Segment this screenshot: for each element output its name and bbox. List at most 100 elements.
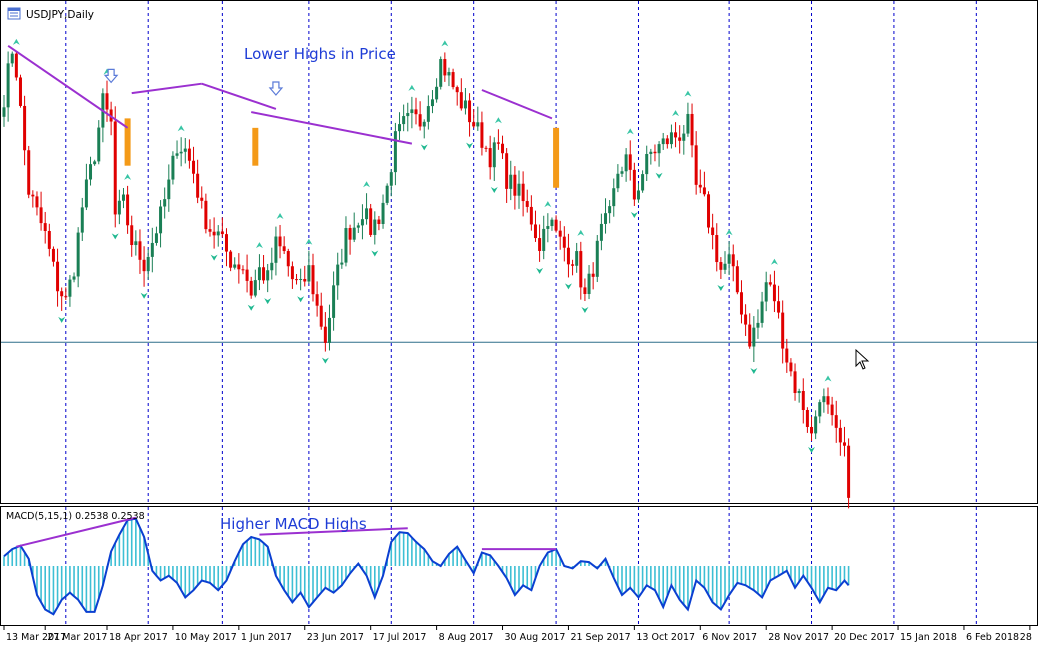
x-tick-label: 17 Jul 2017 [373, 632, 427, 643]
fractal-down-marker [466, 142, 474, 149]
macd-label: MACD(5,15,1) 0.2538 0.2538 [6, 511, 145, 522]
fractal-down-marker [490, 186, 498, 193]
x-tick-label: 10 May 2017 [175, 632, 237, 643]
candle-body [826, 396, 830, 405]
candle-body [665, 138, 669, 145]
candle-body [6, 63, 10, 108]
x-tick-label: 18 Apr 2017 [109, 632, 168, 643]
fractal-down-marker [655, 172, 663, 179]
candle-body [270, 262, 274, 271]
candle-body [422, 121, 426, 127]
candle-body [299, 278, 303, 280]
candle-body [793, 371, 797, 394]
candle-body [686, 113, 690, 134]
candle-body [546, 226, 550, 229]
candle-body [711, 227, 715, 236]
fractal-up-marker [672, 110, 680, 117]
fractal-down-marker [581, 307, 589, 314]
signal-box [252, 127, 259, 166]
candle-body [463, 100, 467, 109]
x-tick-label: 6 Nov 2017 [702, 632, 757, 643]
candle-body [121, 194, 125, 201]
fractal-up-marker [124, 173, 132, 180]
candle-body [620, 171, 624, 174]
candle-body [818, 402, 822, 417]
candle-body [84, 179, 88, 208]
candle-body [60, 291, 64, 297]
candle-body [76, 232, 80, 277]
candle-body [521, 183, 525, 202]
candle-body [10, 53, 14, 64]
candle-body [398, 124, 402, 132]
candle-body [307, 265, 311, 282]
candle-body [435, 86, 439, 100]
candle-body [451, 72, 455, 88]
fractal-up-marker [408, 84, 416, 91]
fractal-markers [12, 38, 832, 453]
candle-body [653, 151, 657, 154]
candle-body [159, 206, 163, 234]
fractal-down-marker [247, 304, 255, 311]
candle-body [56, 261, 60, 292]
candle-body [669, 132, 673, 145]
chart-window-icon[interactable] [7, 7, 21, 20]
candle-body [591, 273, 595, 277]
price-trendline [481, 89, 553, 120]
fractal-down-marker [111, 233, 119, 240]
candle-body [810, 426, 814, 434]
candle-body [608, 206, 612, 214]
candle-body [690, 113, 694, 146]
candle-body [772, 284, 776, 302]
candle-body [183, 148, 187, 152]
candle-body [233, 264, 237, 268]
x-tick-label: 27 Mar 2017 [47, 632, 107, 643]
candle-body [105, 93, 109, 110]
candle-body [68, 279, 72, 297]
fractal-up-marker [276, 212, 284, 219]
candle-body [406, 113, 410, 117]
x-tick-label: 15 Jan 2018 [900, 632, 957, 643]
candle-body [781, 312, 785, 349]
fractal-up-marker [363, 181, 371, 188]
candle-body [344, 228, 348, 263]
down-arrow-icon [268, 81, 284, 96]
fractal-up-marker [544, 201, 552, 208]
x-tick-label: 13 Mar 2017 [6, 632, 66, 643]
candle-body [340, 262, 344, 265]
macd-histogram [3, 517, 850, 616]
candle-body [575, 251, 579, 266]
candle-body [418, 114, 422, 127]
price-trendline [201, 82, 277, 110]
candle-body [628, 154, 632, 170]
candle-body [175, 153, 179, 156]
candle-body [777, 301, 781, 313]
fractal-down-marker [630, 211, 638, 218]
candle-body [785, 348, 789, 363]
fractal-down-marker [808, 446, 816, 453]
candle-body [476, 122, 480, 127]
candle-body [282, 246, 286, 252]
candle-body [641, 174, 645, 191]
candle-body [838, 427, 842, 443]
candle-body [661, 138, 665, 145]
fractal-down-marker [536, 267, 544, 274]
mouse-pointer-icon [855, 348, 870, 370]
candle-body [126, 194, 130, 226]
candle-body [257, 267, 261, 281]
candle-body [719, 262, 723, 270]
fractal-down-marker [140, 292, 148, 299]
candle-body [138, 241, 142, 260]
candle-body [410, 109, 414, 114]
candle-body [430, 99, 434, 107]
down-arrow-icon [103, 68, 119, 84]
candle-body [496, 142, 500, 144]
candle-body [187, 148, 191, 161]
candle-body [616, 173, 620, 189]
candle-body [208, 229, 212, 232]
candle-body [554, 219, 558, 231]
candle-body [678, 137, 682, 141]
candle-body [323, 326, 327, 343]
candle-body [290, 266, 294, 280]
candle-body [389, 172, 393, 186]
